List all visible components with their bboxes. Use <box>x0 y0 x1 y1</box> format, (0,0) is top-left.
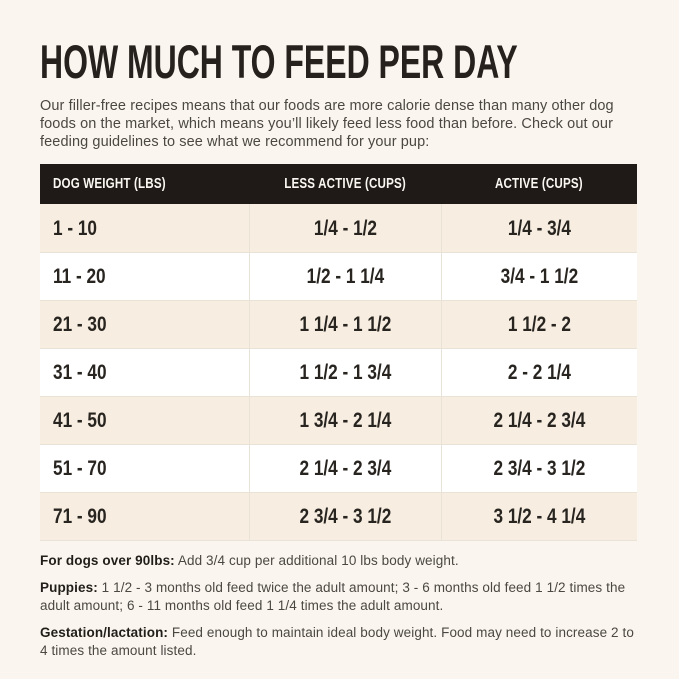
column-header-dog-weight: DOG WEIGHT (LBS) <box>40 164 249 204</box>
table-row: 31 - 40 1 1/2 - 1 3/4 2 - 2 1/4 <box>40 348 637 396</box>
cell-weight: 1 - 10 <box>40 204 249 252</box>
intro-text: Our filler-free recipes means that our f… <box>40 98 614 150</box>
cell-active: 2 1/4 - 2 3/4 <box>441 397 637 444</box>
cell-value: 2 3/4 - 3 1/2 <box>299 504 392 528</box>
cell-weight: 41 - 50 <box>40 397 249 444</box>
cell-less-active: 2 3/4 - 3 1/2 <box>249 493 441 540</box>
note-over-90lbs: For dogs over 90lbs: Add 3/4 cup per add… <box>40 552 640 570</box>
table-row: 21 - 30 1 1/4 - 1 1/2 1 1/2 - 2 <box>40 300 637 348</box>
cell-value: 1 - 10 <box>53 215 97 240</box>
column-header-label: LESS ACTIVE (CUPS) <box>284 176 406 192</box>
cell-active: 2 - 2 1/4 <box>441 349 637 396</box>
cell-value: 71 - 90 <box>53 504 107 528</box>
cell-weight: 31 - 40 <box>40 349 249 396</box>
cell-value: 1 3/4 - 2 1/4 <box>299 408 392 432</box>
cell-value: 2 1/4 - 2 3/4 <box>299 456 392 480</box>
note-gestation-lactation: Gestation/lactation: Feed enough to main… <box>40 624 640 660</box>
column-header-label: DOG WEIGHT (LBS) <box>53 176 166 192</box>
page-title: HOW MUCH TO FEED PER DAY <box>40 35 518 88</box>
cell-value: 3/4 - 1 1/2 <box>500 264 579 288</box>
column-header-label: ACTIVE (CUPS) <box>495 176 583 192</box>
cell-value: 1 1/4 - 1 1/2 <box>299 312 392 336</box>
cell-value: 3 1/2 - 4 1/4 <box>493 504 586 528</box>
table-row: 51 - 70 2 1/4 - 2 3/4 2 3/4 - 3 1/2 <box>40 444 637 492</box>
cell-value: 2 - 2 1/4 <box>507 360 572 384</box>
cell-less-active: 1 1/4 - 1 1/2 <box>249 301 441 348</box>
cell-active: 2 3/4 - 3 1/2 <box>441 445 637 492</box>
note-puppies: Puppies: 1 1/2 - 3 months old feed twice… <box>40 579 640 615</box>
table-row: 71 - 90 2 3/4 - 3 1/2 3 1/2 - 4 1/4 <box>40 492 637 540</box>
note-text: Feed enough to maintain ideal body weigh… <box>40 625 634 658</box>
footnotes: For dogs over 90lbs: Add 3/4 cup per add… <box>40 552 639 660</box>
table-row: 11 - 20 1/2 - 1 1/4 3/4 - 1 1/2 <box>40 252 637 300</box>
cell-value: 41 - 50 <box>53 408 107 432</box>
table-header-row: DOG WEIGHT (LBS) LESS ACTIVE (CUPS) ACTI… <box>40 164 637 204</box>
cell-less-active: 1/4 - 1/2 <box>249 204 441 252</box>
table-row: 41 - 50 1 3/4 - 2 1/4 2 1/4 - 2 3/4 <box>40 396 637 444</box>
note-text: Add 3/4 cup per additional 10 lbs body w… <box>177 553 459 568</box>
cell-active: 3/4 - 1 1/2 <box>441 253 637 300</box>
cell-value: 21 - 30 <box>53 312 107 336</box>
cell-value: 1/4 - 1/2 <box>313 215 378 240</box>
cell-weight: 11 - 20 <box>40 253 249 300</box>
feeding-table: DOG WEIGHT (LBS) LESS ACTIVE (CUPS) ACTI… <box>40 164 637 541</box>
note-label: Puppies: <box>40 580 98 595</box>
cell-value: 2 3/4 - 3 1/2 <box>493 456 586 480</box>
cell-less-active: 2 1/4 - 2 3/4 <box>249 445 441 492</box>
cell-less-active: 1 1/2 - 1 3/4 <box>249 349 441 396</box>
cell-value: 51 - 70 <box>53 456 107 480</box>
cell-value: 1 1/2 - 2 <box>507 312 572 336</box>
cell-active: 3 1/2 - 4 1/4 <box>441 493 637 540</box>
cell-weight: 51 - 70 <box>40 445 249 492</box>
column-header-active: ACTIVE (CUPS) <box>441 164 637 204</box>
cell-weight: 71 - 90 <box>40 493 249 540</box>
table-body: 1 - 10 1/4 - 1/2 1/4 - 3/4 11 - 20 1/2 -… <box>40 204 637 540</box>
cell-value: 11 - 20 <box>53 264 106 288</box>
cell-less-active: 1/2 - 1 1/4 <box>249 253 441 300</box>
cell-less-active: 1 3/4 - 2 1/4 <box>249 397 441 444</box>
feeding-guide-page: HOW MUCH TO FEED PER DAY Our filler-free… <box>40 35 639 660</box>
cell-value: 1 1/2 - 1 3/4 <box>299 360 392 384</box>
cell-value: 31 - 40 <box>53 360 107 384</box>
cell-weight: 21 - 30 <box>40 301 249 348</box>
table-row: 1 - 10 1/4 - 1/2 1/4 - 3/4 <box>40 204 637 252</box>
note-text: 1 1/2 - 3 months old feed twice the adul… <box>40 580 626 613</box>
cell-active: 1 1/2 - 2 <box>441 301 637 348</box>
note-label: For dogs over 90lbs: <box>40 553 175 568</box>
cell-active: 1/4 - 3/4 <box>441 204 637 252</box>
cell-value: 2 1/4 - 2 3/4 <box>493 408 586 432</box>
cell-value: 1/4 - 3/4 <box>507 215 572 240</box>
note-label: Gestation/lactation: <box>40 625 169 640</box>
column-header-less-active: LESS ACTIVE (CUPS) <box>249 164 441 204</box>
cell-value: 1/2 - 1 1/4 <box>306 264 385 288</box>
